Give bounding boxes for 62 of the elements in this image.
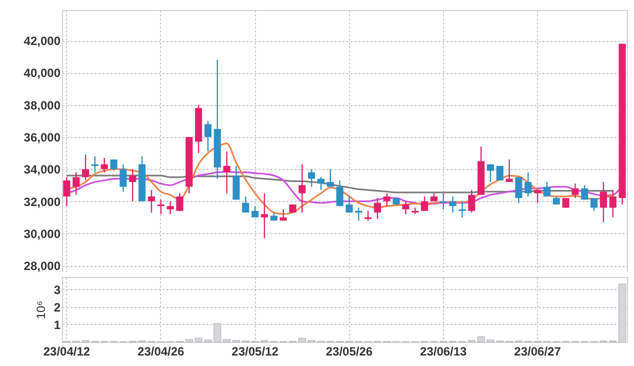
candlestick	[440, 192, 447, 210]
y-axis-title: 10⁶	[34, 300, 48, 320]
candlestick	[336, 180, 344, 207]
candlestick	[600, 181, 607, 223]
y-tick-label: 36,000	[24, 130, 61, 144]
candlestick	[242, 196, 250, 214]
candlestick	[82, 154, 90, 181]
candlestick	[326, 168, 334, 188]
candlestick	[534, 189, 542, 204]
candlestick	[421, 196, 428, 212]
x-tick-label: 23/06/27	[514, 344, 562, 358]
candlestick	[609, 189, 616, 218]
y-tick-label: 34,000	[24, 162, 61, 177]
candlestick	[223, 150, 230, 194]
candlestick	[364, 210, 372, 222]
candlestick	[468, 189, 476, 214]
y-tick-label: 32,000	[24, 194, 61, 209]
y-tick-label: 2	[54, 300, 61, 314]
candlestick	[524, 172, 532, 198]
candlestick	[100, 157, 108, 173]
candlestick	[402, 200, 410, 215]
candlestick	[148, 189, 155, 214]
candlestick	[486, 164, 494, 183]
x-tick-label: 23/05/12	[232, 344, 279, 358]
candlestick	[176, 192, 184, 212]
y-tick-label: 3	[54, 282, 61, 297]
candlestick	[157, 199, 164, 215]
candlestick	[355, 207, 362, 222]
candlestick	[515, 176, 522, 204]
candlestick	[590, 197, 598, 212]
candlestick	[252, 206, 259, 218]
candlestick	[543, 181, 550, 198]
candlestick	[572, 182, 579, 199]
x-tick-label: 23/04/12	[43, 344, 90, 358]
candlestick	[129, 168, 136, 202]
candlestick	[72, 172, 80, 196]
candlestick	[449, 196, 456, 214]
candlestick	[317, 176, 324, 191]
x-tick-label: 23/06/13	[420, 344, 468, 358]
candlestick	[346, 196, 353, 214]
candlestick	[374, 197, 381, 220]
y-tick-label: 42,000	[24, 34, 61, 48]
candlestick	[120, 164, 127, 192]
x-tick-label: 23/05/26	[326, 344, 373, 358]
candlestick	[260, 192, 268, 239]
candlestick	[458, 200, 466, 218]
candlestick	[496, 165, 504, 181]
x-tick-label: 23/04/26	[138, 344, 185, 358]
candlestick	[166, 200, 174, 215]
y-tick-label: 40,000	[24, 66, 61, 80]
candlestick	[383, 192, 390, 207]
y-tick-label: 28,000	[24, 259, 61, 274]
y-tick-label: 1	[54, 318, 61, 332]
candlestick	[63, 176, 70, 207]
candlestick	[204, 120, 212, 152]
candlestick	[506, 158, 513, 183]
candlestick	[581, 184, 588, 200]
candlestick	[308, 168, 316, 188]
y-tick-label: 38,000	[24, 98, 61, 112]
y-tick-label: 30,000	[24, 226, 61, 241]
candlestick	[91, 156, 98, 173]
candlestick	[298, 164, 306, 214]
